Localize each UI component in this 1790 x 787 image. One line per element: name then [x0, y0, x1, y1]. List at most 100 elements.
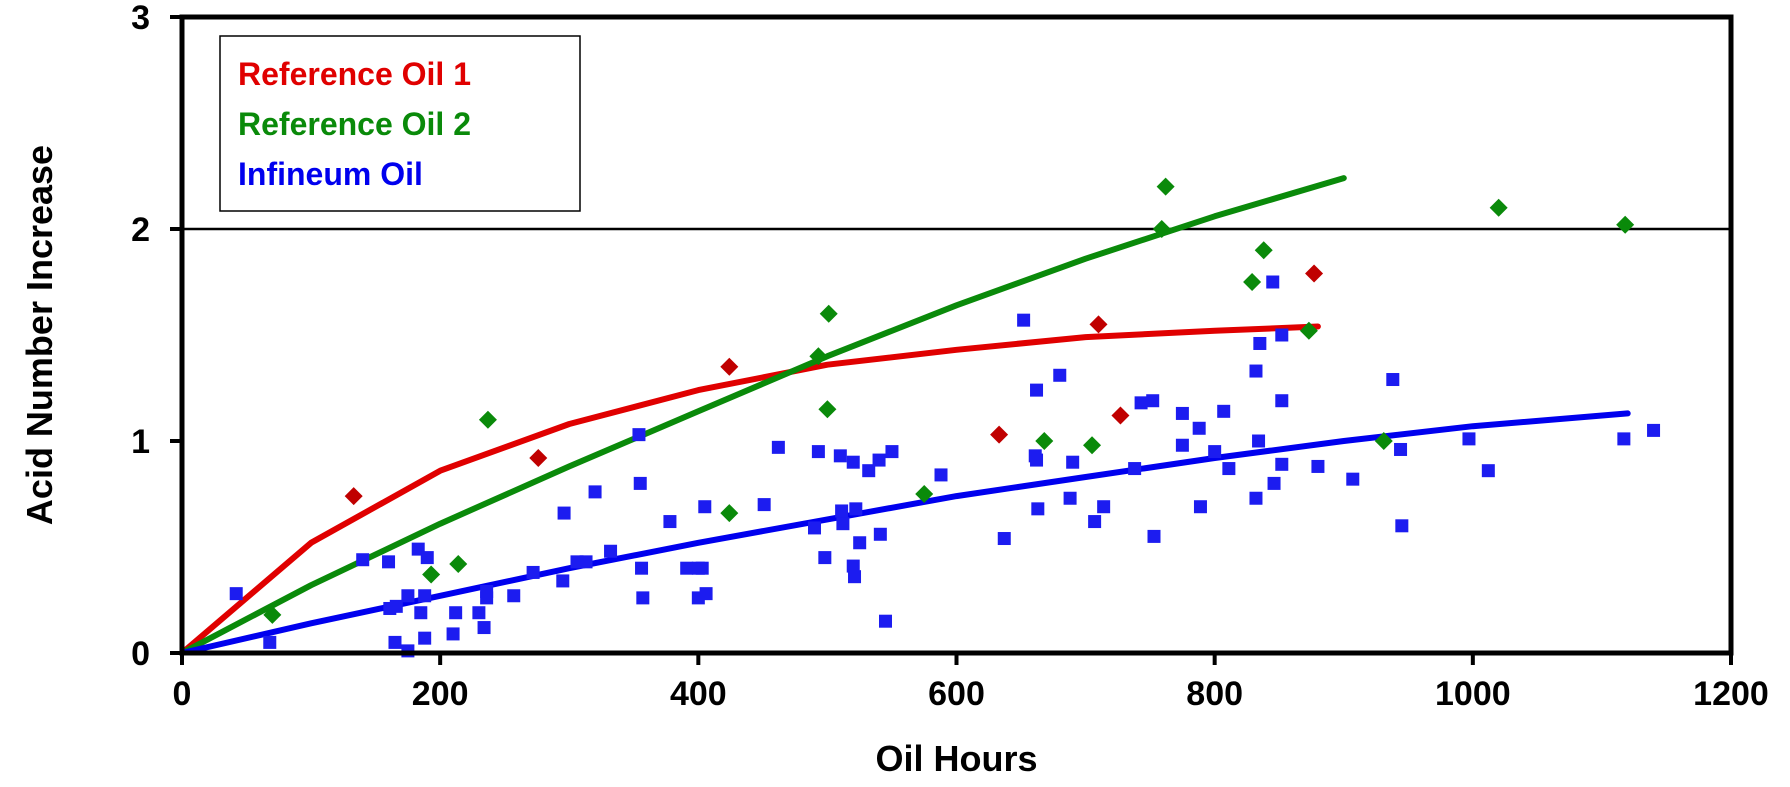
data-point-square — [885, 445, 899, 459]
data-point-square — [1647, 423, 1661, 437]
data-point-square — [1192, 421, 1206, 435]
data-point-square — [1088, 515, 1102, 529]
data-point-square — [1208, 445, 1222, 459]
data-point-diamond — [720, 357, 739, 376]
legend-entry-1: Reference Oil 1 — [238, 56, 471, 92]
data-point-square — [1346, 472, 1360, 486]
y-tick-label: 0 — [131, 635, 150, 673]
data-point-square — [477, 621, 491, 635]
data-point-diamond — [990, 425, 1009, 444]
data-point-diamond — [1305, 264, 1324, 283]
data-point-diamond — [1489, 198, 1508, 217]
data-point-square — [446, 627, 460, 641]
data-point-square — [420, 551, 434, 565]
data-point-square — [1275, 328, 1289, 342]
data-point-square — [1017, 313, 1031, 327]
data-point-square — [818, 551, 832, 565]
data-point-square — [862, 464, 876, 478]
data-point-square — [507, 589, 521, 603]
data-point-square — [1252, 434, 1266, 448]
x-axis-title: Oil Hours — [875, 738, 1037, 779]
data-point-diamond — [529, 448, 548, 467]
data-point-diamond — [449, 554, 468, 573]
data-point-square — [698, 500, 712, 514]
data-point-square — [418, 631, 432, 645]
data-point-square — [1097, 500, 1111, 514]
data-point-diamond — [344, 487, 363, 506]
data-point-square — [579, 555, 593, 569]
data-point-square — [480, 585, 494, 599]
data-point-diamond — [1374, 432, 1393, 450]
y-tick-label: 1 — [131, 423, 150, 461]
data-point-diamond — [819, 304, 838, 323]
trend-line-3 — [179, 410, 1631, 656]
data-point-square — [526, 565, 540, 579]
data-point-diamond — [818, 400, 837, 419]
data-point-square — [853, 536, 867, 550]
data-point-square — [356, 553, 370, 567]
data-point-square — [401, 589, 415, 603]
data-point-square — [1253, 336, 1267, 350]
data-point-square — [934, 468, 948, 482]
data-point-square — [1249, 364, 1263, 378]
data-point-square — [556, 574, 570, 588]
y-axis-title: Acid Number Increase — [19, 145, 60, 525]
trend-line-1 — [179, 323, 1321, 656]
data-point-square — [663, 515, 677, 529]
data-point-square — [633, 476, 647, 490]
data-point-diamond — [915, 485, 934, 503]
x-tick-label: 400 — [670, 675, 727, 713]
data-point-square — [263, 635, 277, 649]
data-point-square — [449, 606, 463, 620]
series-points-3 — [229, 275, 1661, 658]
legend-entry-2: Reference Oil 2 — [238, 106, 471, 142]
series-points-2 — [263, 177, 1635, 624]
data-point-square — [636, 591, 650, 605]
data-point-diamond — [263, 605, 282, 624]
data-point-square — [604, 544, 618, 558]
data-point-diamond — [809, 347, 828, 366]
data-point-square — [1386, 373, 1400, 387]
data-point-square — [848, 570, 862, 584]
data-point-square — [1481, 464, 1495, 478]
data-point-square — [1030, 453, 1044, 467]
data-point-square — [699, 587, 713, 601]
data-point-square — [1266, 275, 1280, 289]
data-point-square — [1249, 491, 1263, 505]
data-point-square — [1175, 438, 1189, 452]
data-point-square — [836, 517, 850, 531]
data-point-diamond — [1254, 241, 1273, 260]
data-point-square — [846, 455, 860, 469]
data-point-square — [1031, 502, 1045, 516]
data-point-square — [1462, 432, 1476, 446]
data-point-square — [1146, 394, 1160, 408]
data-point-square — [997, 532, 1011, 546]
x-tick-label: 1000 — [1435, 675, 1511, 713]
data-point-square — [557, 506, 571, 520]
data-point-square — [771, 440, 785, 454]
x-tick-label: 0 — [173, 675, 192, 713]
data-point-square — [873, 527, 887, 541]
data-point-square — [414, 606, 428, 620]
data-point-square — [1275, 394, 1289, 408]
data-point-square — [833, 449, 847, 463]
data-point-diamond — [422, 565, 441, 584]
data-point-square — [1275, 457, 1289, 471]
data-point-diamond — [478, 410, 497, 429]
x-tick-label: 1200 — [1693, 675, 1769, 713]
legend: Reference Oil 1 Reference Oil 2 Infineum O… — [219, 35, 581, 212]
data-point-square — [1267, 476, 1281, 490]
data-point-square — [588, 485, 602, 499]
data-point-square — [1617, 432, 1631, 446]
data-point-diamond — [1243, 273, 1262, 291]
data-point-square — [1222, 462, 1236, 476]
data-point-square — [1147, 529, 1161, 543]
data-point-square — [680, 561, 694, 575]
data-point-square — [1395, 519, 1409, 533]
data-point-square — [229, 587, 243, 601]
data-point-square — [757, 498, 771, 512]
data-point-square — [388, 635, 402, 649]
data-point-square — [1066, 455, 1080, 469]
data-point-square — [811, 445, 825, 459]
